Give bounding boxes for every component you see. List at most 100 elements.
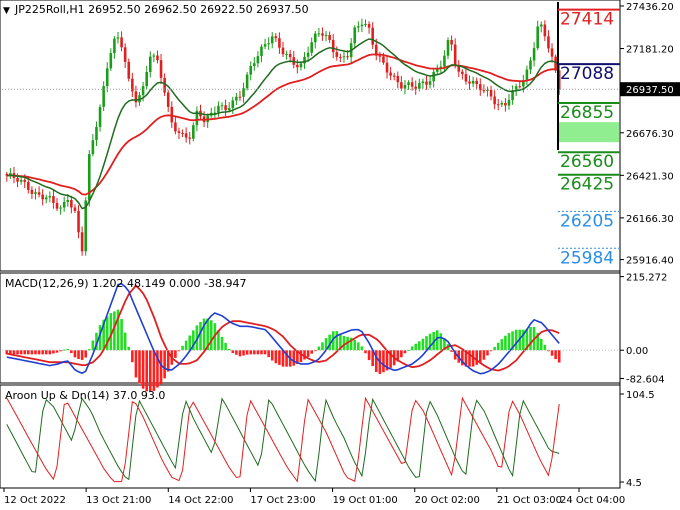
macd-histogram-bar <box>367 350 371 361</box>
price-axis-label: 27436.20 <box>626 2 674 13</box>
macd-histogram-bar <box>317 346 321 351</box>
candle-body <box>260 46 263 57</box>
candle-body <box>475 80 478 85</box>
candle-body <box>138 95 141 103</box>
candle-body <box>62 201 66 208</box>
chart-title-marker-icon[interactable]: ▼ <box>3 6 10 16</box>
macd-histogram-bar <box>192 330 195 351</box>
aroon-axis-label: 104.5 <box>626 390 655 401</box>
macd-histogram-bar <box>98 325 102 351</box>
candle-body <box>306 52 310 57</box>
macd-histogram-bar <box>260 350 263 355</box>
macd-histogram-bar <box>500 339 504 351</box>
candle-body <box>525 69 529 81</box>
macd-histogram-bar <box>389 350 392 368</box>
candle-body <box>281 47 285 55</box>
macd-histogram-bar <box>224 342 227 351</box>
macd-histogram-bar <box>400 350 403 358</box>
candle-body <box>407 82 410 86</box>
macd-histogram-bar <box>44 350 48 355</box>
macd-histogram-bar <box>450 350 453 352</box>
macd-histogram-bar <box>199 321 202 351</box>
candle-body <box>496 104 500 106</box>
macd-histogram-bar <box>242 350 245 356</box>
time-axis-label: 20 Oct 02:00 <box>415 495 480 506</box>
candle-body <box>360 24 364 27</box>
candle-body <box>418 83 421 89</box>
candle-body <box>253 63 256 67</box>
macd-histogram-bar <box>478 350 482 364</box>
macd-histogram-bar <box>70 350 73 354</box>
time-axis-label: 13 Oct 21:00 <box>86 495 151 506</box>
candle-body <box>127 61 131 79</box>
macd-histogram-bar <box>27 350 30 355</box>
macd-histogram-bar <box>134 350 138 378</box>
candle-body <box>23 179 27 182</box>
candle-body <box>504 102 507 106</box>
candle-body <box>249 66 253 75</box>
candle-body <box>156 55 159 61</box>
macd-histogram-bar <box>557 350 561 363</box>
candle-body <box>557 70 561 89</box>
candle-body <box>554 56 557 71</box>
macd-histogram-bar <box>493 346 496 351</box>
macd-histogram-bar <box>206 318 209 351</box>
candle-body <box>48 196 52 198</box>
candle-body <box>328 34 331 40</box>
macd-histogram-bar <box>19 350 23 355</box>
macd-histogram-bar <box>342 335 346 351</box>
macd-histogram-bar <box>536 332 539 351</box>
macd-histogram-bar <box>91 340 95 351</box>
macd-histogram-bar <box>123 332 127 351</box>
time-axis-label: 19 Oct 01:00 <box>333 495 398 506</box>
candle-body <box>116 37 120 39</box>
macd-histogram-bar <box>357 342 360 351</box>
candle-body <box>296 64 299 68</box>
candle-body <box>120 37 123 48</box>
macd-histogram-bar <box>504 335 507 351</box>
macd-histogram-bar <box>529 326 532 351</box>
candle-body <box>217 105 220 113</box>
macd-histogram-bar <box>471 350 475 367</box>
macd-histogram-bar <box>278 350 281 365</box>
macd-histogram-bar <box>80 350 84 360</box>
candle-body <box>44 197 48 200</box>
macd-histogram-bar <box>496 342 500 351</box>
candle-body <box>41 194 44 200</box>
candle-body <box>425 81 428 85</box>
time-axis-label: 12 Oct 2022 <box>4 495 66 506</box>
axis-labels: 27436.2027181.2026931.3026676.3026421.30… <box>3 2 680 506</box>
macd-histogram-bar <box>163 350 166 379</box>
candle-body <box>220 105 224 107</box>
macd-histogram-bar <box>166 350 170 372</box>
macd-signal-line <box>6 284 560 372</box>
macd-histogram-bar <box>328 334 331 351</box>
price-axis-label: 26676.30 <box>626 129 674 140</box>
target-zone <box>559 122 619 143</box>
candle-body <box>514 86 518 91</box>
level-label: 27088 <box>560 64 614 84</box>
macd-histogram-bar <box>281 350 285 367</box>
macd-histogram-bar <box>435 330 439 351</box>
time-axis-label: 17 Oct 23:00 <box>250 495 315 506</box>
candle-body <box>152 55 156 57</box>
macd-histogram-bar <box>468 350 471 367</box>
candle-body <box>9 173 12 176</box>
candle-body <box>113 38 116 54</box>
macd-histogram-bar <box>102 319 105 351</box>
macd-histogram-bar <box>253 350 256 355</box>
macd-histogram-bar <box>148 350 152 392</box>
macd-histogram-bar <box>514 329 518 351</box>
candle-body <box>181 132 184 134</box>
candle-body <box>231 100 235 109</box>
macd-histogram-bar <box>464 350 468 367</box>
candle-body <box>507 100 511 106</box>
candle-body <box>478 84 482 91</box>
macd-histogram-bar <box>374 350 378 373</box>
candle-body <box>195 110 199 126</box>
candle-body <box>382 56 385 63</box>
candle-body <box>70 200 73 208</box>
macd-histogram-bar <box>59 350 62 352</box>
